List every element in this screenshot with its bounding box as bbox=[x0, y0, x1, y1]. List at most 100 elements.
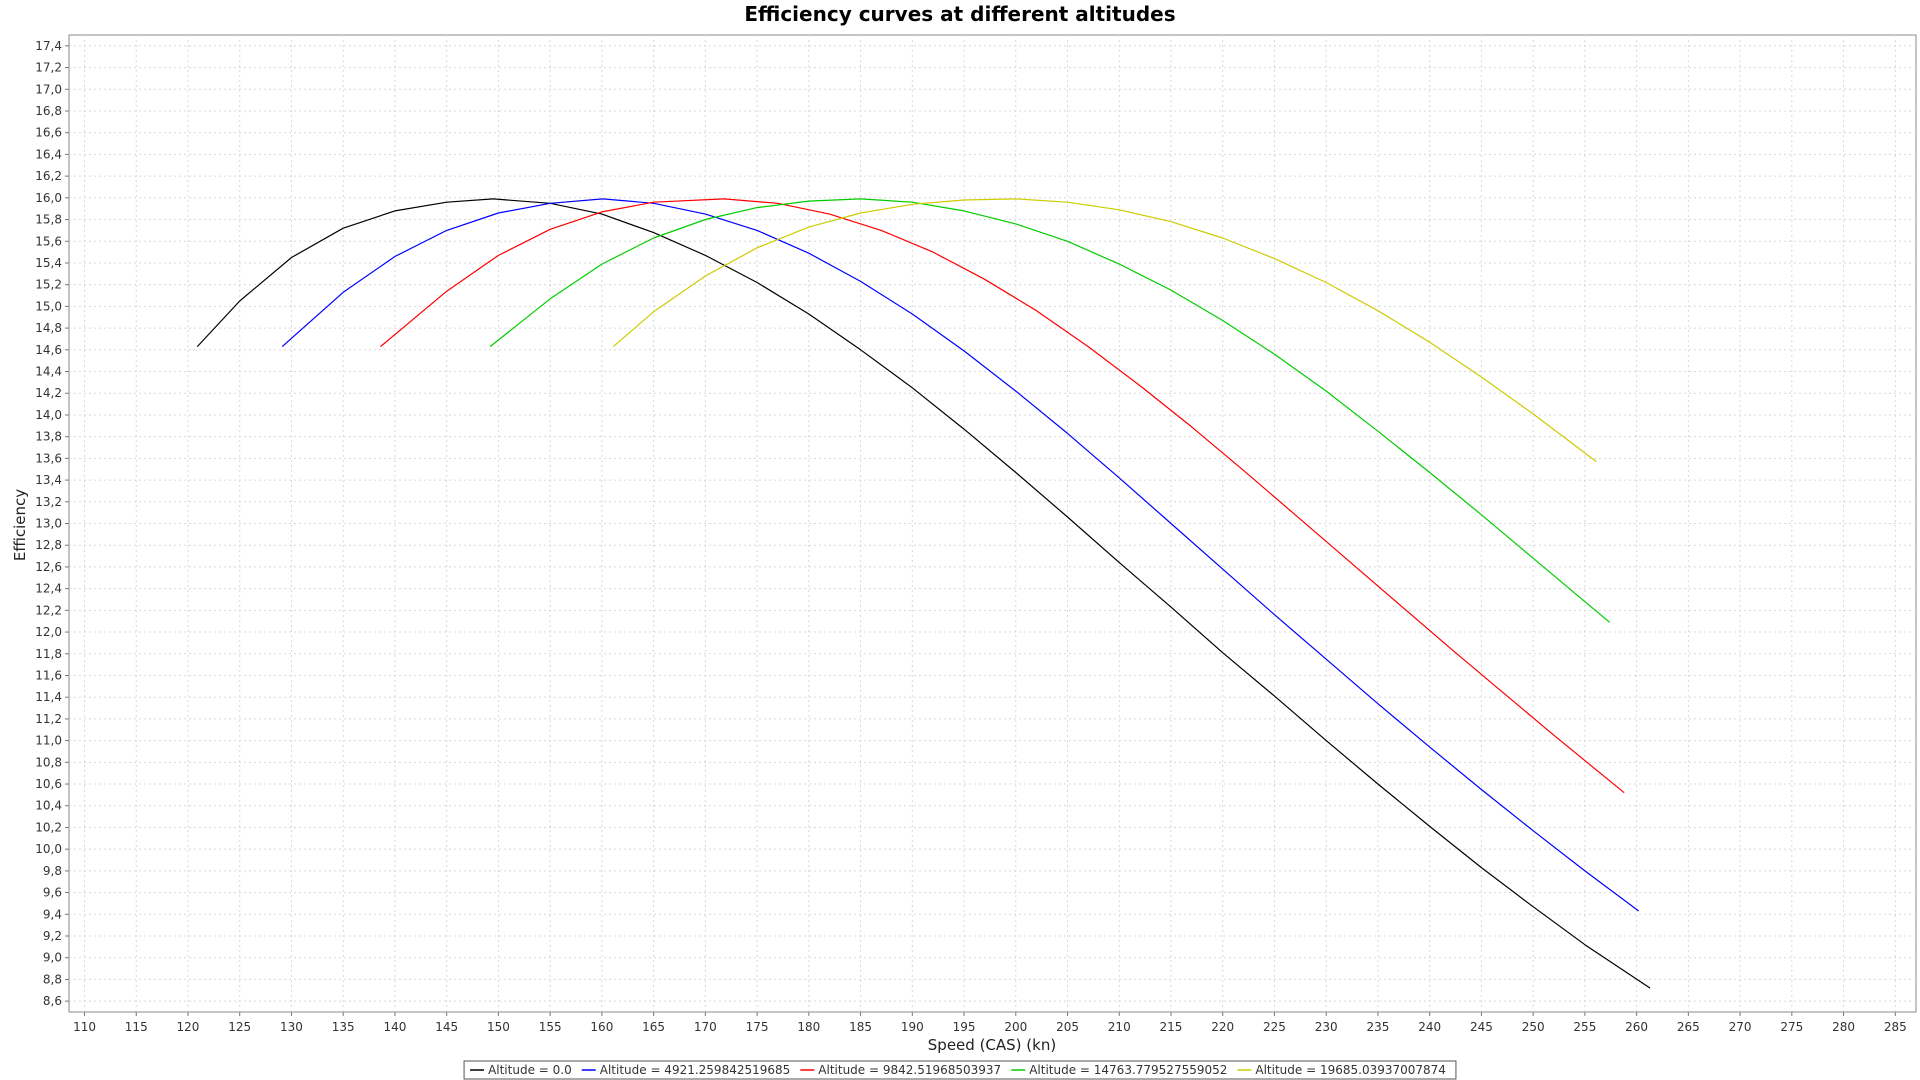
x-tick-label: 150 bbox=[487, 1020, 510, 1034]
y-tick-label: 15,0 bbox=[35, 299, 62, 313]
x-tick-label: 155 bbox=[539, 1020, 562, 1034]
y-tick-label: 14,4 bbox=[35, 365, 62, 379]
y-tick-label: 13,2 bbox=[35, 495, 62, 509]
y-tick-label: 13,6 bbox=[35, 451, 62, 465]
y-tick-label: 9,0 bbox=[43, 951, 62, 965]
series-line-3 bbox=[489, 198, 1611, 623]
x-tick-label: 220 bbox=[1211, 1020, 1234, 1034]
y-tick-label: 12,6 bbox=[35, 560, 62, 574]
plot-area bbox=[68, 34, 1917, 1013]
x-tick-label: 205 bbox=[1056, 1020, 1079, 1034]
y-axis-label: Efficiency bbox=[11, 489, 29, 561]
y-tick-label: 10,4 bbox=[35, 799, 62, 813]
y-tick-label: 9,2 bbox=[43, 929, 62, 943]
legend-label: Altitude = 0.0 bbox=[488, 1063, 572, 1077]
series-line-4 bbox=[612, 198, 1597, 463]
x-tick-label: 225 bbox=[1263, 1020, 1286, 1034]
y-tick-label: 10,8 bbox=[35, 755, 62, 769]
x-tick-label: 195 bbox=[953, 1020, 976, 1034]
x-tick-label: 115 bbox=[125, 1020, 148, 1034]
x-tick-label: 180 bbox=[797, 1020, 820, 1034]
y-tick-label: 17,4 bbox=[35, 39, 62, 53]
x-tick-label: 275 bbox=[1780, 1020, 1803, 1034]
x-tick-label: 130 bbox=[280, 1020, 303, 1034]
legend: Altitude = 0.0 Altitude = 4921.2598425196… bbox=[463, 1060, 1457, 1080]
y-tick-label: 9,4 bbox=[43, 907, 62, 921]
x-tick-label: 165 bbox=[642, 1020, 665, 1034]
legend-item: Altitude = 9842.51968503937 bbox=[800, 1063, 1001, 1077]
x-tick-label: 245 bbox=[1470, 1020, 1493, 1034]
y-tick-label: 10,6 bbox=[35, 777, 62, 791]
series-line-2 bbox=[380, 198, 1625, 794]
x-tick-label: 185 bbox=[849, 1020, 872, 1034]
x-axis-ticks: 110 115 120 125 130 135 140 145 150 155 160 165 170 1… bbox=[73, 1012, 1907, 1034]
y-tick-label: 11,4 bbox=[35, 690, 62, 704]
y-tick-label: 16,8 bbox=[35, 104, 62, 118]
y-tick-label: 9,8 bbox=[43, 864, 62, 878]
x-tick-label: 230 bbox=[1315, 1020, 1338, 1034]
y-tick-label: 11,6 bbox=[35, 668, 62, 682]
x-tick-label: 285 bbox=[1884, 1020, 1907, 1034]
legend-box bbox=[463, 1060, 1457, 1080]
y-tick-label: 10,0 bbox=[35, 842, 62, 856]
y-tick-label: 11,8 bbox=[35, 647, 62, 661]
y-tick-label: 11,0 bbox=[35, 734, 62, 748]
x-tick-label: 125 bbox=[228, 1020, 251, 1034]
y-tick-label: 8,6 bbox=[43, 994, 62, 1008]
y-tick-label: 12,0 bbox=[35, 625, 62, 639]
y-tick-label: 12,8 bbox=[35, 538, 62, 552]
legend-label: Altitude = 4921.259842519685 bbox=[600, 1063, 791, 1077]
legend-label: Altitude = 14763.779527559052 bbox=[1029, 1063, 1227, 1077]
x-tick-label: 215 bbox=[1160, 1020, 1183, 1034]
series-line-1 bbox=[281, 198, 1640, 912]
y-tick-label: 14,8 bbox=[35, 321, 62, 335]
series-lines bbox=[196, 198, 1651, 989]
y-tick-label: 13,4 bbox=[35, 473, 62, 487]
x-tick-label: 190 bbox=[901, 1020, 924, 1034]
y-tick-label: 15,6 bbox=[35, 234, 62, 248]
y-tick-label: 15,2 bbox=[35, 278, 62, 292]
y-tick-label: 17,2 bbox=[35, 61, 62, 75]
x-tick-label: 250 bbox=[1522, 1020, 1545, 1034]
y-tick-label: 17,0 bbox=[35, 82, 62, 96]
legend-item: Altitude = 19685.03937007874 bbox=[1237, 1063, 1446, 1077]
x-tick-label: 270 bbox=[1729, 1020, 1752, 1034]
x-tick-label: 160 bbox=[590, 1020, 613, 1034]
x-tick-label: 210 bbox=[1108, 1020, 1131, 1034]
y-tick-label: 16,2 bbox=[35, 169, 62, 183]
x-tick-label: 235 bbox=[1366, 1020, 1389, 1034]
y-tick-label: 14,2 bbox=[35, 386, 62, 400]
y-tick-label: 11,2 bbox=[35, 712, 62, 726]
y-tick-label: 12,2 bbox=[35, 603, 62, 617]
y-tick-label: 16,0 bbox=[35, 191, 62, 205]
y-tick-label: 13,0 bbox=[35, 517, 62, 531]
legend-label: Altitude = 19685.03937007874 bbox=[1255, 1063, 1446, 1077]
y-tick-label: 9,6 bbox=[43, 886, 62, 900]
x-tick-label: 110 bbox=[73, 1020, 96, 1034]
x-tick-label: 200 bbox=[1004, 1020, 1027, 1034]
x-tick-label: 140 bbox=[383, 1020, 406, 1034]
y-tick-label: 14,0 bbox=[35, 408, 62, 422]
chart-title: Efficiency curves at different altitudes bbox=[744, 2, 1175, 26]
x-tick-label: 260 bbox=[1625, 1020, 1648, 1034]
x-tick-label: 255 bbox=[1573, 1020, 1596, 1034]
x-tick-label: 175 bbox=[746, 1020, 769, 1034]
x-tick-label: 135 bbox=[332, 1020, 355, 1034]
x-tick-label: 265 bbox=[1677, 1020, 1700, 1034]
x-tick-label: 280 bbox=[1832, 1020, 1855, 1034]
x-tick-label: 240 bbox=[1418, 1020, 1441, 1034]
legend-label: Altitude = 9842.51968503937 bbox=[818, 1063, 1001, 1077]
y-tick-label: 16,4 bbox=[35, 147, 62, 161]
y-tick-label: 10,2 bbox=[35, 820, 62, 834]
y-tick-label: 15,8 bbox=[35, 213, 62, 227]
y-tick-label: 14,6 bbox=[35, 343, 62, 357]
x-tick-label: 120 bbox=[177, 1020, 200, 1034]
y-tick-label: 8,8 bbox=[43, 972, 62, 986]
y-axis-ticks: 8,6 8,8 9,0 9,2 9,4 9,6 9,8 10,0 10,2 10,4 10,6 10,… bbox=[35, 39, 69, 1008]
x-tick-label: 145 bbox=[435, 1020, 458, 1034]
legend-item: Altitude = 14763.779527559052 bbox=[1011, 1063, 1227, 1077]
y-tick-label: 16,6 bbox=[35, 126, 62, 140]
y-tick-label: 15,4 bbox=[35, 256, 62, 270]
legend-item: Altitude = 0.0 bbox=[470, 1063, 572, 1077]
